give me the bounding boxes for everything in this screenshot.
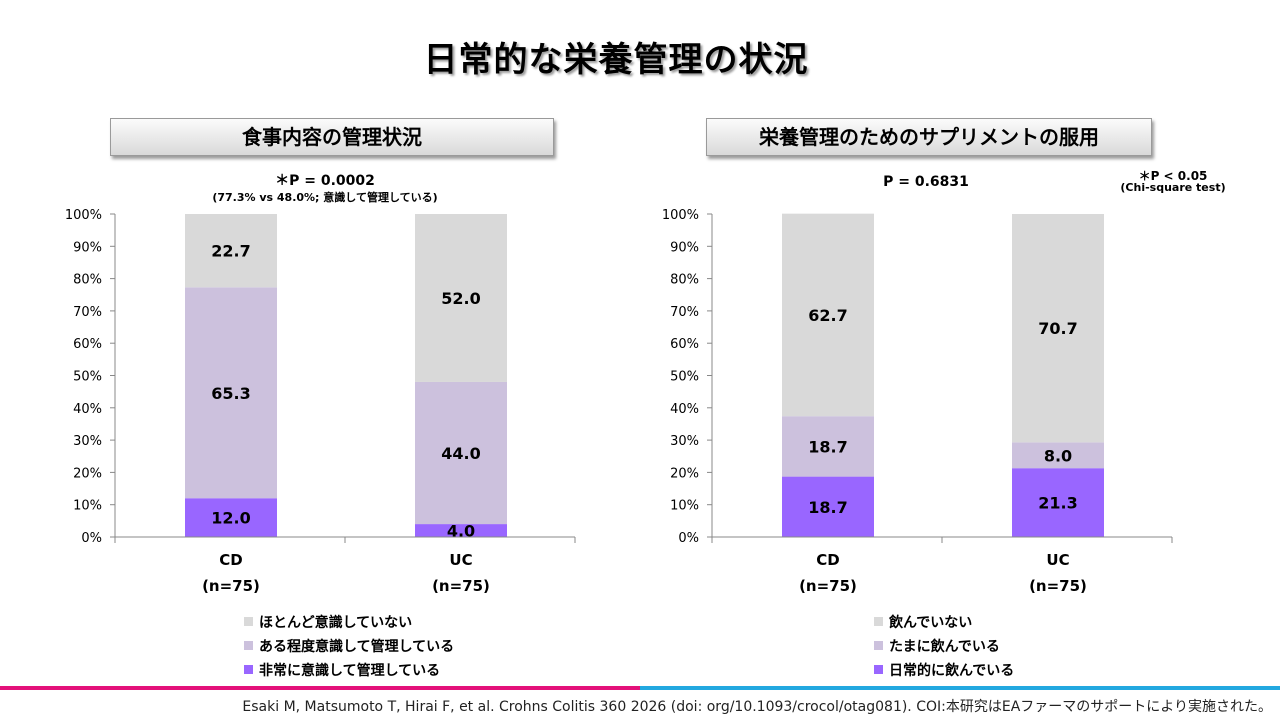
y-tick-label: 60% xyxy=(670,337,699,352)
y-tick-label: 90% xyxy=(670,240,699,255)
chart-diet-management: 0% 10% 20% 30% 40% 50% 60% 70% 80% 90% 100% 12.0 65.… xyxy=(65,208,576,595)
bar-segment xyxy=(782,213,874,417)
x-tick-sublabel: (n=75) xyxy=(1029,577,1087,595)
data-label: 52.0 xyxy=(441,289,480,308)
data-label: 12.0 xyxy=(211,509,250,528)
y-tick-label: 30% xyxy=(73,434,102,449)
data-label: 65.3 xyxy=(211,384,250,403)
y-tick-label: 0% xyxy=(678,531,699,546)
bar-segment xyxy=(185,498,277,537)
legend-swatch xyxy=(244,665,253,674)
bar-segment xyxy=(1012,214,1104,443)
y-tick-label: 40% xyxy=(73,402,102,417)
legend-item: ある程度意識して管理している xyxy=(244,635,454,659)
x-tick-sublabel: (n=75) xyxy=(799,577,857,595)
x-tick-label: CD xyxy=(816,551,839,569)
y-tick-label: 10% xyxy=(73,499,102,514)
x-tick-sublabel: (n=75) xyxy=(432,577,490,595)
y-tick-label: 30% xyxy=(670,434,699,449)
y-tick-label: 70% xyxy=(73,305,102,320)
bar-segment xyxy=(185,287,277,499)
legend-swatch xyxy=(244,641,253,650)
legend-diet-management: ほとんど意識していないある程度意識して管理している 非常に意識して管理している xyxy=(244,611,454,683)
legend-label: ほとんど意識していない xyxy=(259,615,413,631)
bar-segment xyxy=(415,214,507,382)
legend-swatch xyxy=(874,641,883,650)
data-label: 62.7 xyxy=(808,306,847,325)
bar-segment xyxy=(415,381,507,525)
y-tick-label: 20% xyxy=(73,466,102,481)
data-label: 21.3 xyxy=(1038,494,1077,513)
y-tick-label: 90% xyxy=(73,240,102,255)
bottom-rule-left xyxy=(0,686,640,690)
left-p-detail: (77.3% vs 48.0%; 意識して管理している) xyxy=(212,191,438,204)
data-label: 22.7 xyxy=(211,242,250,261)
bar-segment xyxy=(415,524,507,537)
x-tick-label: UC xyxy=(449,551,472,569)
legend-label: 日常的に飲んでいる xyxy=(889,663,1015,679)
y-tick-label: 0% xyxy=(81,531,102,546)
y-tick-label: 70% xyxy=(670,305,699,320)
left-p-value: ＊P = 0.0002 xyxy=(275,173,375,189)
test-note: (Chi-square test) xyxy=(1120,181,1226,194)
legend-item: 非常に意識して管理している xyxy=(244,659,454,683)
legend-item: ほとんど意識していない xyxy=(244,611,454,635)
y-tick-label: 10% xyxy=(670,499,699,514)
bar-segment xyxy=(782,476,874,537)
x-tick-sublabel: (n=75) xyxy=(202,577,260,595)
y-tick-label: 20% xyxy=(670,466,699,481)
data-label: 4.0 xyxy=(447,522,475,541)
x-tick-label: CD xyxy=(219,551,242,569)
bottom-rule-right xyxy=(640,686,1280,690)
data-label: 44.0 xyxy=(441,444,480,463)
page-title: 日常的な栄養管理の状況 xyxy=(423,40,809,80)
y-tick-label: 40% xyxy=(670,402,699,417)
bar-segment xyxy=(1012,442,1104,469)
citation: Esaki M, Matsumoto T, Hirai F, et al. Cr… xyxy=(242,699,1272,715)
y-tick-label: 100% xyxy=(662,208,699,223)
legend-label: 非常に意識して管理している xyxy=(259,663,441,679)
legend-swatch xyxy=(874,665,883,674)
legend-item: 飲んでいない xyxy=(874,611,1014,635)
legend-item: たまに飲んでいる xyxy=(874,635,1014,659)
y-tick-label: 100% xyxy=(65,208,102,223)
y-tick-label: 80% xyxy=(73,273,102,288)
legend-swatch xyxy=(874,617,883,626)
data-label: 70.7 xyxy=(1038,319,1077,338)
y-tick-label: 60% xyxy=(73,337,102,352)
x-tick-label: UC xyxy=(1046,551,1069,569)
bar-segment xyxy=(1012,468,1104,537)
significance-note: ＊P < 0.05 xyxy=(1138,169,1208,183)
legend-label: たまに飲んでいる xyxy=(889,639,1000,655)
left-panel-header: 食事内容の管理状況 xyxy=(110,118,554,156)
data-label: 18.7 xyxy=(808,437,847,456)
y-tick-label: 50% xyxy=(670,370,699,385)
charts-canvas: 0% 10% 20% 30% 40% 50% 60% 70% 80% 90% 100% 12.0 65.… xyxy=(65,208,1173,595)
right-p-value: P = 0.6831 xyxy=(883,174,969,190)
legend-item: 日常的に飲んでいる xyxy=(874,659,1014,683)
legend-swatch xyxy=(244,617,253,626)
y-tick-label: 80% xyxy=(670,273,699,288)
y-tick-label: 50% xyxy=(73,370,102,385)
legend-supplement-use: 飲んでいないたまに飲んでいる 日常的に飲んでいる xyxy=(874,611,1014,683)
data-label: 8.0 xyxy=(1044,446,1072,465)
data-label: 18.7 xyxy=(808,498,847,517)
legend-label: 飲んでいない xyxy=(889,615,973,631)
bar-segment xyxy=(185,214,277,288)
chart-supplement-use: 0% 10% 20% 30% 40% 50% 60% 70% 80% 90% 100% 18.7 18.… xyxy=(662,208,1173,595)
legend-label: ある程度意識して管理している xyxy=(259,639,455,655)
bar-segment xyxy=(782,416,874,477)
right-panel-header: 栄養管理のためのサプリメントの服用 xyxy=(706,118,1152,156)
